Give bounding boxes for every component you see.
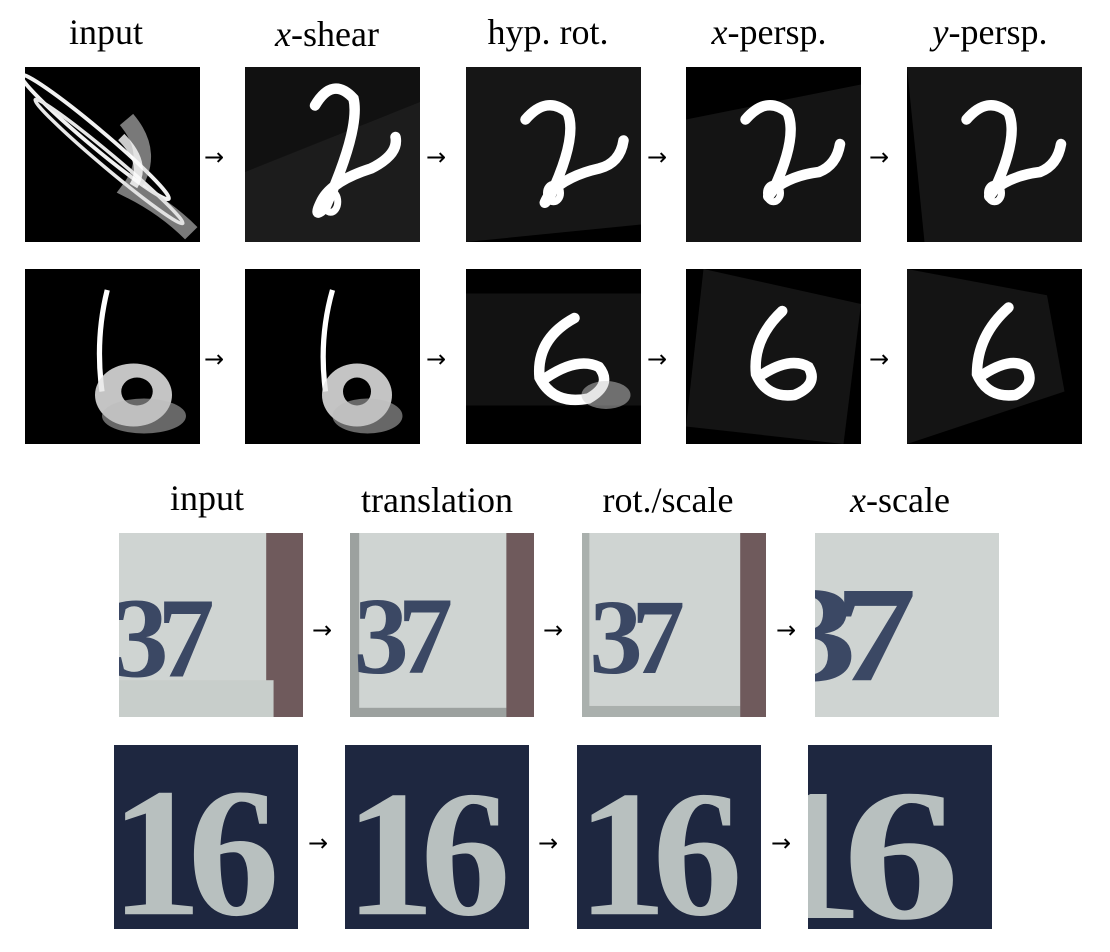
arrow-icon: → (775, 616, 797, 644)
svhn-row1-input-image: 37 (119, 533, 303, 717)
svhn-row2-input-image: 16 (114, 745, 298, 929)
mnist-row2-hyp-rot-image (466, 269, 641, 444)
arrow-icon: → (537, 829, 559, 857)
svhn-header-input: input (169, 478, 245, 518)
svg-text:16: 16 (345, 754, 505, 929)
mnist-row2-x-persp-image (686, 269, 861, 444)
svhn-row2-translation-image: 16 (345, 745, 529, 929)
svg-text:16: 16 (577, 754, 737, 929)
svhn-row1-rot-scale-image: 37 (582, 533, 766, 717)
mnist-header-y-persp: y-persp. (932, 12, 1048, 52)
arrow-icon: → (203, 143, 225, 171)
svg-text:37: 37 (119, 575, 213, 702)
mnist-row1-y-persp-image (907, 67, 1082, 242)
mnist-row2-y-persp-image (907, 269, 1082, 444)
mnist-row1-hyp-rot-image (466, 67, 641, 242)
arrow-icon: → (646, 345, 668, 373)
mnist-row1-input-image (25, 67, 200, 242)
svhn-row2-rot-scale-image: 16 (577, 745, 761, 929)
svhn-header-x-scale: x-scale (850, 480, 950, 520)
arrow-icon: → (311, 616, 333, 644)
svg-text:16: 16 (114, 750, 275, 929)
svhn-row1-translation-image: 37 (350, 533, 534, 717)
arrow-icon: → (203, 345, 225, 373)
svhn-header-rot-scale: rot./scale (602, 480, 734, 520)
arrow-icon: → (646, 143, 668, 171)
arrow-icon: → (868, 345, 890, 373)
mnist-row1-x-shear-image (245, 67, 420, 242)
svhn-row2-x-scale-image: 16 (808, 745, 992, 929)
arrow-icon: → (542, 616, 564, 644)
arrow-icon: → (425, 143, 447, 171)
svg-text:37: 37 (589, 579, 682, 697)
arrow-icon: → (307, 829, 329, 857)
mnist-header-x-shear: x-shear (275, 14, 379, 54)
svg-text:37: 37 (354, 575, 451, 697)
mnist-header-x-persp: x-persp. (711, 12, 827, 52)
mnist-row2-x-shear-image (245, 269, 420, 444)
mnist-header-hyp-rot: hyp. rot. (487, 12, 609, 52)
svhn-header-translation: translation (361, 480, 513, 520)
svg-text:16: 16 (808, 751, 953, 929)
mnist-header-input: input (68, 12, 144, 52)
arrow-icon: → (868, 143, 890, 171)
svhn-row1-x-scale-image: 37 (815, 533, 999, 717)
mnist-row1-x-persp-image (686, 67, 861, 242)
arrow-icon: → (770, 829, 792, 857)
arrow-icon: → (425, 345, 447, 373)
mnist-row2-input-image (25, 269, 200, 444)
